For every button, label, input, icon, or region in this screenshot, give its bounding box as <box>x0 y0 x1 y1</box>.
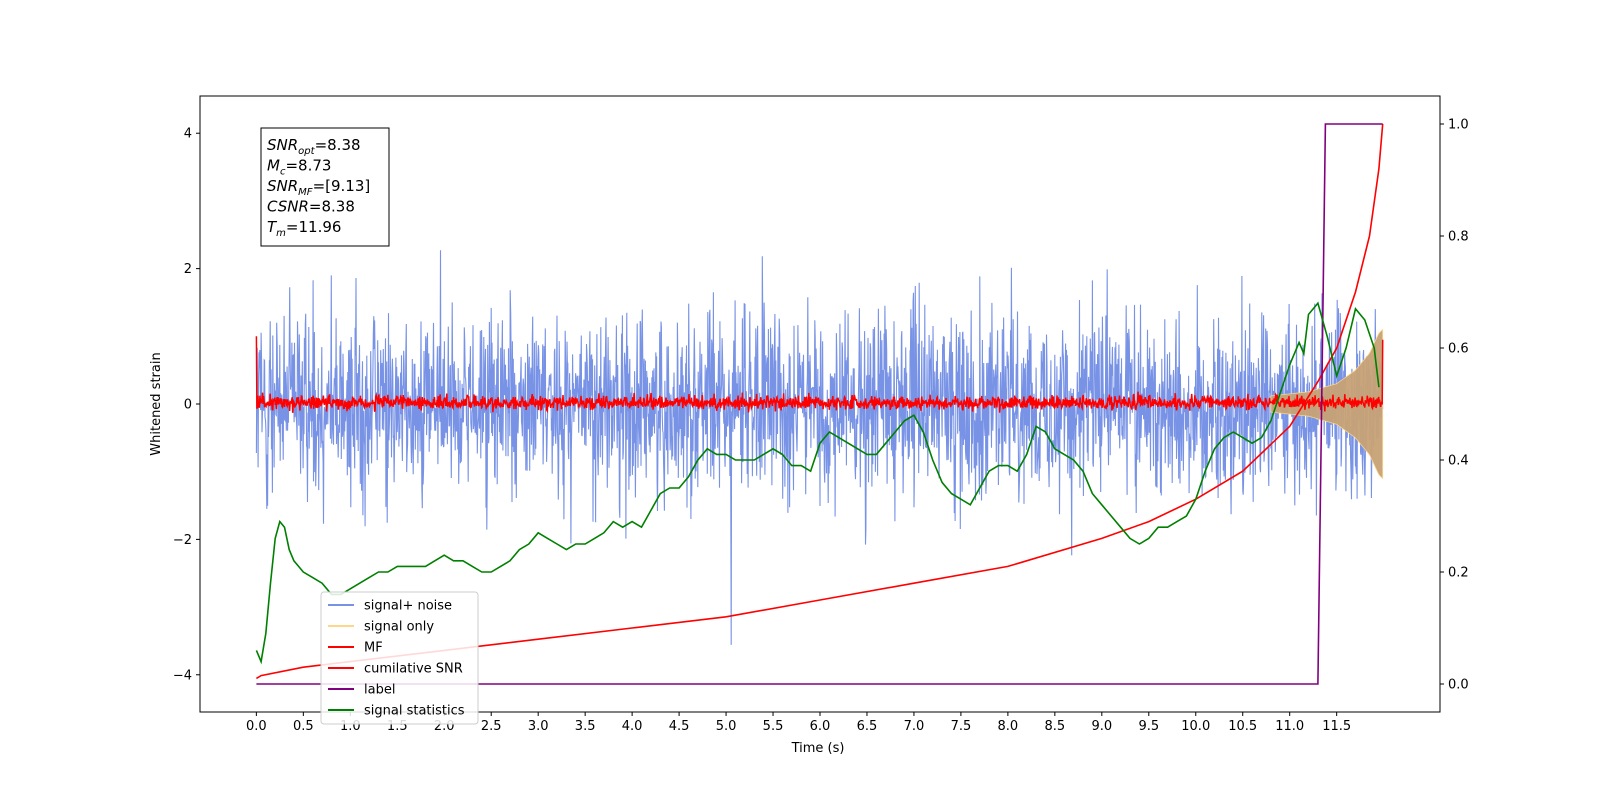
y2-tick-label: 1.0 <box>1448 118 1469 133</box>
y2-tick-label: 0.4 <box>1448 454 1469 469</box>
x-tick-label: 6.0 <box>810 719 831 734</box>
legend-frame <box>320 591 479 725</box>
y-tick-label: 0 <box>184 398 192 413</box>
y-tick-label: 4 <box>184 127 192 142</box>
x-tick-label: 11.5 <box>1322 719 1351 734</box>
x-tick-label: 11.0 <box>1275 719 1304 734</box>
stats-line: Tm=11.96 <box>267 218 341 239</box>
x-tick-label: 9.0 <box>1091 719 1112 734</box>
x-tick-label: 5.0 <box>716 719 737 734</box>
legend-label: cumilative SNR <box>364 662 463 677</box>
x-tick-label: 0.0 <box>246 719 267 734</box>
legend-label: label <box>364 683 395 698</box>
x-tick-label: 3.0 <box>528 719 549 734</box>
stats-line: SNRopt=8.38 <box>267 136 361 157</box>
y2-tick-label: 0.2 <box>1448 566 1469 581</box>
x-tick-label: 4.0 <box>622 719 643 734</box>
x-tick-label: 8.5 <box>1045 719 1066 734</box>
legend-label: MF <box>364 641 383 656</box>
x-tick-label: 7.5 <box>951 719 972 734</box>
y-tick-label: 2 <box>184 262 192 277</box>
y-tick-label: −2 <box>173 533 192 548</box>
stats-box-frame <box>260 127 390 247</box>
x-tick-label: 4.5 <box>669 719 690 734</box>
x-tick-label: 6.5 <box>857 719 878 734</box>
x-tick-label: 5.5 <box>763 719 784 734</box>
series-label <box>256 123 1383 685</box>
series-mf <box>255 336 1384 414</box>
x-tick-label: 8.0 <box>998 719 1019 734</box>
series-signal-noise <box>255 250 1384 645</box>
y2-tick-label: 0.0 <box>1448 678 1469 693</box>
y2-tick-label: 0.6 <box>1448 342 1469 357</box>
x-tick-label: 2.5 <box>481 719 502 734</box>
y-axis-right: 0.0 0.2 0.4 0.6 0.8 1.0 <box>1440 118 1469 693</box>
stats-line: SNRMF=[9.13] <box>267 177 370 198</box>
stats-line: Mc=8.73 <box>267 157 331 178</box>
y-tick-label: −4 <box>173 668 192 683</box>
x-tick-label: 3.5 <box>575 719 596 734</box>
x-axis-label: Time (s) <box>791 741 845 756</box>
legend: signal+ noise signal only MF cumilative SNR… <box>320 591 479 725</box>
y-axis-label: Whitened strain <box>149 352 164 455</box>
legend-label: signal+ noise <box>364 599 452 614</box>
x-tick-label: 7.0 <box>904 719 925 734</box>
x-tick-label: 10.0 <box>1181 719 1210 734</box>
x-tick-label: 9.5 <box>1138 719 1159 734</box>
y-axis-left: −4 −2 0 2 4 <box>173 127 200 683</box>
x-tick-label: 0.5 <box>293 719 314 734</box>
x-tick-label: 10.5 <box>1228 719 1257 734</box>
series-signal-statistics <box>255 301 1380 665</box>
legend-label: signal statistics <box>364 704 465 719</box>
stats-line: CSNR=8.38 <box>267 198 355 216</box>
legend-label: signal only <box>364 620 434 635</box>
y2-tick-label: 0.8 <box>1448 230 1469 245</box>
